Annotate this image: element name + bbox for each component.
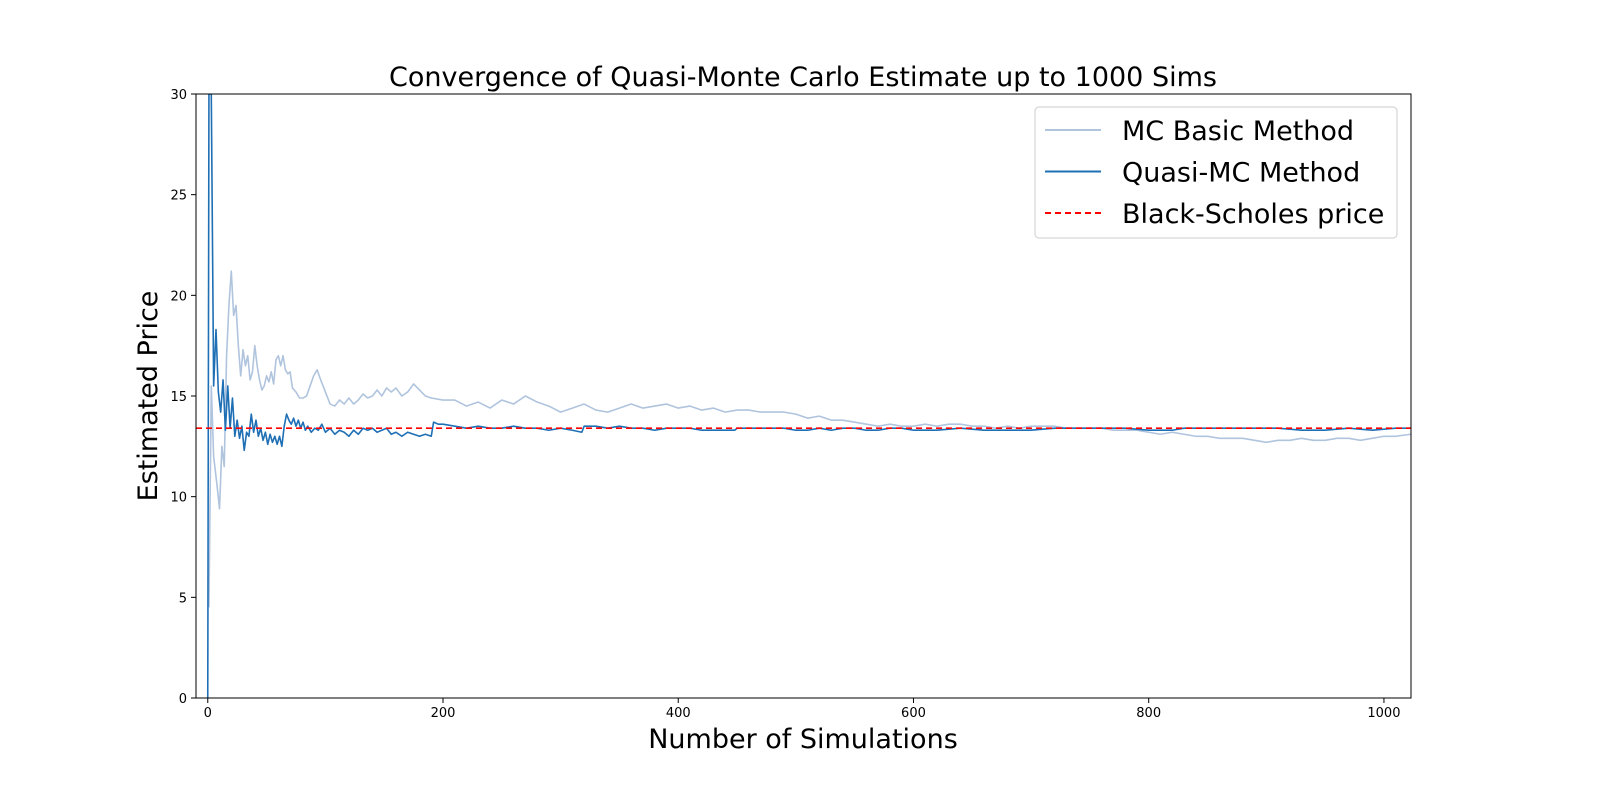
chart-title: Convergence of Quasi-Monte Carlo Estimat… <box>389 62 1217 93</box>
y-tick-label: 30 <box>170 88 187 103</box>
y-axis: 0 5 10 15 20 25 30 <box>170 88 196 707</box>
y-tick-label: 10 <box>170 491 187 506</box>
y-tick-label: 25 <box>170 189 187 204</box>
legend-label: MC Basic Method <box>1122 116 1354 147</box>
legend-label: Quasi-MC Method <box>1122 158 1360 189</box>
series-line-quasi-mc-method <box>206 94 1411 698</box>
legend-label: Black-Scholes price <box>1122 199 1384 230</box>
series-group <box>196 94 1411 698</box>
x-tick-label: 800 <box>1136 706 1161 721</box>
y-axis-label: Estimated Price <box>133 291 164 502</box>
x-axis-label: Number of Simulations <box>648 724 958 755</box>
series-line-mc-basic-method <box>208 270 1411 608</box>
legend-frame <box>1034 106 1398 239</box>
y-tick-label: 20 <box>170 289 187 304</box>
y-tick-label: 5 <box>179 591 187 606</box>
y-tick-label: 15 <box>170 390 187 405</box>
legend: MC Basic Method Quasi-MC Method Black-Scho… <box>1034 106 1398 239</box>
x-axis: 0 200 400 600 800 1000 <box>204 698 1400 721</box>
x-tick-label: 600 <box>901 706 926 721</box>
x-tick-label: 1000 <box>1367 706 1400 721</box>
x-tick-label: 200 <box>431 706 456 721</box>
x-tick-label: 0 <box>204 706 212 721</box>
x-tick-label: 400 <box>666 706 691 721</box>
y-tick-label: 0 <box>179 692 187 707</box>
plot-area <box>195 93 1412 699</box>
